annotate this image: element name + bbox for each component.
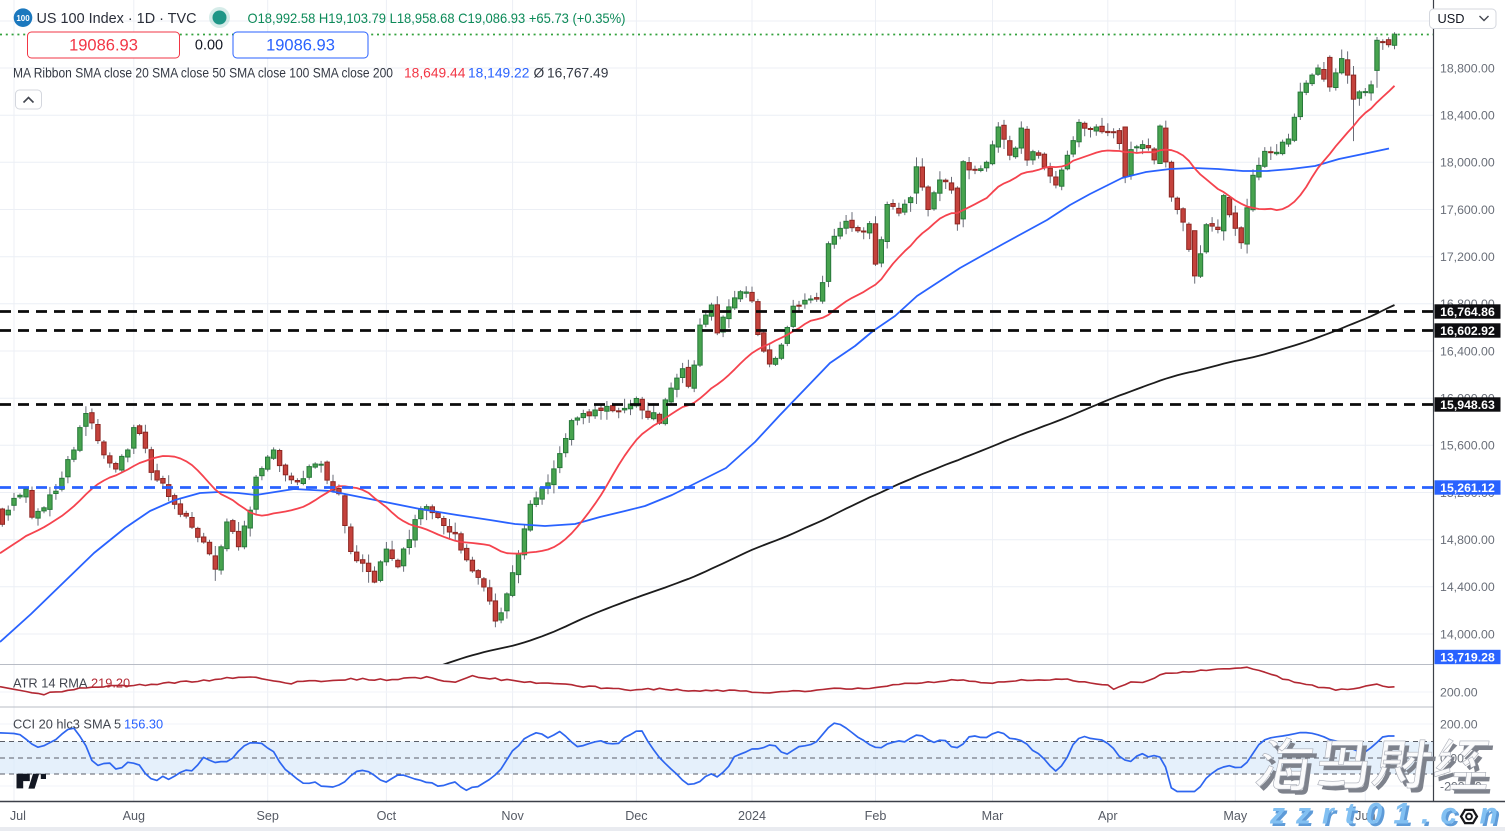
svg-text:18,400.00: 18,400.00 (1440, 109, 1495, 123)
svg-text:18,000.00: 18,000.00 (1440, 156, 1495, 170)
svg-text:17,200.00: 17,200.00 (1440, 250, 1495, 264)
svg-text:18,149.22: 18,149.22 (468, 66, 529, 81)
svg-text:2024: 2024 (738, 809, 766, 823)
svg-text:14,400.00: 14,400.00 (1440, 580, 1495, 594)
svg-text:18,800.00: 18,800.00 (1440, 61, 1495, 75)
svg-text:Sep: Sep (256, 809, 278, 823)
svg-text:Ø: Ø (534, 66, 545, 81)
svg-text:Dec: Dec (625, 809, 647, 823)
svg-text:Jun: Jun (1355, 809, 1375, 823)
svg-text:200.00: 200.00 (1440, 685, 1478, 699)
svg-text:200.00: 200.00 (1440, 717, 1478, 731)
svg-text:May: May (1223, 809, 1247, 823)
svg-text:100: 100 (16, 14, 30, 23)
svg-text:16,767.49: 16,767.49 (547, 66, 609, 81)
svg-text:219.20: 219.20 (91, 676, 130, 691)
svg-text:US 100 Index · 1D · TVC: US 100 Index · 1D · TVC (37, 10, 197, 27)
svg-text:Apr: Apr (1098, 809, 1118, 823)
svg-text:zzrt01.c: zzrt01.c (1272, 800, 1471, 831)
svg-text:Feb: Feb (865, 809, 887, 823)
svg-text:15,600.00: 15,600.00 (1440, 439, 1495, 453)
svg-text:MA Ribbon SMA close 20 SMA clo: MA Ribbon SMA close 20 SMA close 50 SMA … (13, 66, 393, 81)
svg-text:O18,992.58 H19,103.79 L18,958.: O18,992.58 H19,103.79 L18,958.68 C19,086… (248, 10, 626, 26)
svg-text:15,261.12: 15,261.12 (1440, 481, 1495, 495)
svg-text:17,600.00: 17,600.00 (1440, 203, 1495, 217)
svg-text:0.00: 0.00 (195, 38, 223, 54)
svg-text:USD: USD (1438, 11, 1465, 26)
svg-text:18,649.44: 18,649.44 (404, 66, 466, 81)
svg-text:19086.93: 19086.93 (266, 37, 335, 55)
svg-text:156.30: 156.30 (124, 717, 163, 732)
svg-text:19086.93: 19086.93 (69, 37, 138, 55)
svg-text:zzrt01.c: zzrt01.c (1269, 798, 1468, 831)
svg-text:n: n (1480, 798, 1498, 831)
svg-text:14,000.00: 14,000.00 (1440, 627, 1495, 641)
svg-text:n: n (1482, 800, 1500, 831)
svg-text:15,948.63: 15,948.63 (1440, 398, 1495, 412)
svg-text:16,764.86: 16,764.86 (1440, 305, 1495, 319)
svg-text:14,800.00: 14,800.00 (1440, 533, 1495, 547)
svg-text:16,602.92: 16,602.92 (1440, 324, 1495, 338)
svg-text:Nov: Nov (501, 809, 524, 823)
svg-text:Jul: Jul (10, 809, 26, 823)
svg-text:13,719.28: 13,719.28 (1440, 650, 1495, 664)
svg-text:16,400.00: 16,400.00 (1440, 344, 1495, 358)
svg-text:Oct: Oct (377, 809, 397, 823)
svg-text:CCI 20 hlc3 SMA 5: CCI 20 hlc3 SMA 5 (13, 717, 121, 732)
svg-text:Aug: Aug (123, 809, 145, 823)
svg-text:Mar: Mar (982, 809, 1004, 823)
svg-text:ATR 14 RMA: ATR 14 RMA (13, 676, 88, 691)
